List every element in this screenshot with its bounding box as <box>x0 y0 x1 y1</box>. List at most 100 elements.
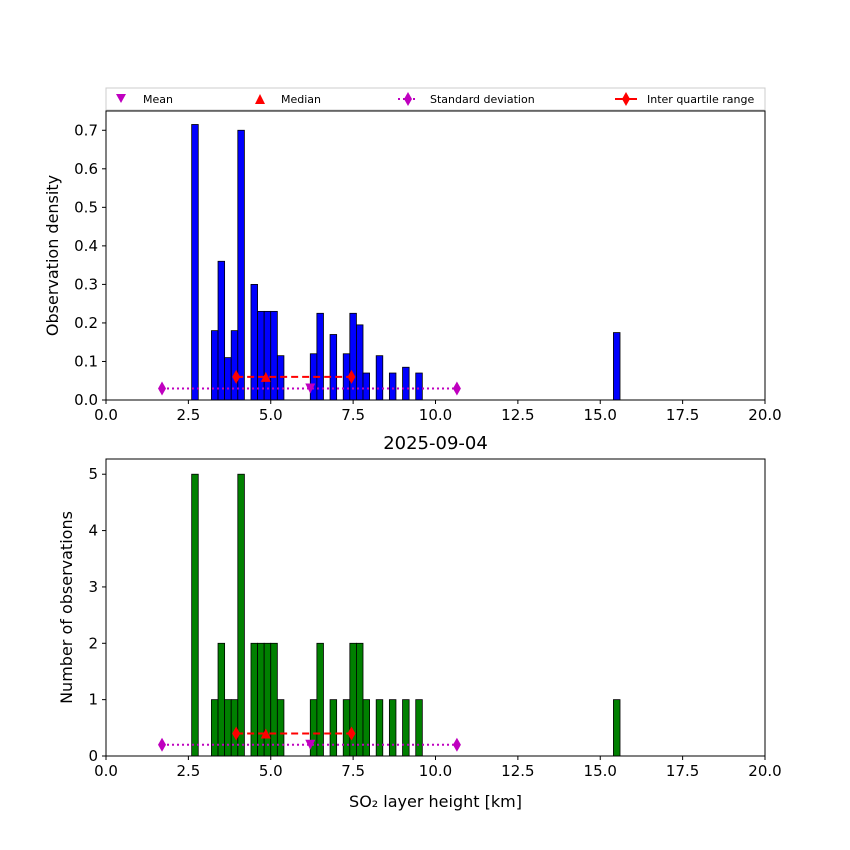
histogram-bar <box>191 473 199 757</box>
histogram-bar <box>362 699 371 757</box>
histogram-bar <box>237 129 245 401</box>
legend-sd-marker <box>404 92 412 106</box>
x-tick-label: 10.0 <box>419 762 452 780</box>
x-tick-label: 17.5 <box>666 762 699 780</box>
histogram-bar <box>270 642 278 757</box>
iqr-marker <box>347 369 356 384</box>
histogram-bar <box>230 330 239 401</box>
histogram-bar <box>329 334 338 401</box>
histogram-bar <box>316 312 324 401</box>
legend-iqr-marker <box>622 92 630 106</box>
histogram-bar <box>257 310 265 401</box>
y-tick-label: 0 <box>88 747 98 765</box>
sd-marker <box>452 737 461 752</box>
histogram-bar <box>342 699 351 757</box>
x-tick-label: 20.0 <box>748 406 781 424</box>
histogram-bar <box>356 642 364 757</box>
x-tick-label: 2.5 <box>176 406 200 424</box>
histogram-bar <box>224 357 232 401</box>
sd-marker <box>158 737 167 752</box>
legend-median-marker <box>255 94 265 104</box>
histogram-bar <box>270 310 278 401</box>
iqr-marker <box>347 726 356 741</box>
y-tick-label: 0.2 <box>74 314 98 332</box>
x-tick-label: 15.0 <box>584 762 617 780</box>
legend-mean: Mean <box>143 93 173 106</box>
y-axis-label: Number of observations <box>57 511 76 704</box>
histogram-bar <box>388 372 397 401</box>
axes-frame <box>105 110 766 401</box>
y-tick-label: 5 <box>88 465 98 483</box>
chart-title: 2025-09-04 <box>383 433 488 454</box>
iqr-marker <box>232 726 241 741</box>
y-tick-label: 2 <box>88 634 98 652</box>
y-tick-label: 0.6 <box>74 160 98 178</box>
histogram-bar <box>329 699 338 757</box>
median-marker <box>260 728 271 739</box>
histogram-bar <box>362 372 371 401</box>
histogram-bar <box>613 332 621 401</box>
histogram-bar <box>388 699 397 757</box>
histogram-bar <box>263 642 272 757</box>
histogram-bar <box>217 260 226 401</box>
histogram-bar <box>349 312 357 401</box>
x-tick-label: 12.5 <box>501 762 534 780</box>
sd-marker <box>452 381 461 396</box>
x-tick-label: 7.5 <box>341 762 365 780</box>
histogram-bar <box>276 699 285 757</box>
histogram-bar <box>217 642 226 757</box>
x-tick-label: 17.5 <box>666 406 699 424</box>
histogram-bar <box>375 355 384 401</box>
histogram-bar <box>250 283 258 401</box>
y-tick-label: 0.0 <box>74 391 98 409</box>
x-tick-label: 12.5 <box>501 406 534 424</box>
x-axis-label: SO₂ layer height [km] <box>349 792 522 811</box>
histogram-bar <box>402 366 410 401</box>
histogram-bar <box>237 473 245 757</box>
legend-median: Median <box>281 93 321 106</box>
histogram-bar <box>316 642 324 757</box>
y-tick-label: 3 <box>88 578 98 596</box>
sd-marker <box>158 381 167 396</box>
histogram-bar <box>613 699 621 757</box>
iqr-marker <box>232 369 241 384</box>
legend-mean-marker <box>116 94 126 103</box>
x-tick-label: 7.5 <box>341 406 365 424</box>
histogram-bar <box>191 124 199 401</box>
mean-marker <box>305 383 316 394</box>
histogram-bar <box>211 699 219 757</box>
density-axes: 0.0 2.5 5.0 7.5 10.0 12.5 15.0 17.5 20.0 0.0 0.1 0.… <box>43 110 782 424</box>
x-tick-label: 10.0 <box>419 406 452 424</box>
histogram-bar <box>250 642 258 757</box>
histogram-bar <box>402 699 410 757</box>
legend-iqr: Inter quartile range <box>647 93 754 106</box>
y-tick-label: 0.3 <box>74 275 98 293</box>
median-marker <box>260 371 271 382</box>
legend: Mean Median Standard deviation Inter qua… <box>105 87 766 111</box>
x-tick-label: 5.0 <box>259 762 283 780</box>
count-axes: 0.0 2.5 5.0 7.5 10.0 12.5 15.0 17.5 20.0 0 1 2 3 4 5 20… <box>57 433 782 811</box>
y-tick-label: 0.4 <box>74 237 98 255</box>
histogram-bar <box>211 330 219 401</box>
axes-frame <box>105 458 766 757</box>
y-tick-label: 0.1 <box>74 352 98 370</box>
histogram-bar <box>224 699 232 757</box>
x-tick-label: 5.0 <box>259 406 283 424</box>
legend-sd: Standard deviation <box>430 93 535 106</box>
histogram-bar <box>415 699 423 757</box>
x-tick-label: 0.0 <box>94 406 118 424</box>
x-tick-label: 15.0 <box>584 406 617 424</box>
x-tick-label: 2.5 <box>176 762 200 780</box>
x-tick-label: 20.0 <box>748 762 781 780</box>
histogram-bar <box>375 699 384 757</box>
y-tick-label: 0.5 <box>74 198 98 216</box>
histogram-bar <box>263 310 272 401</box>
y-tick-label: 0.7 <box>74 121 98 139</box>
histogram-bar <box>415 372 423 401</box>
y-tick-label: 1 <box>88 691 98 709</box>
mean-marker <box>305 739 316 750</box>
y-tick-label: 4 <box>88 522 98 540</box>
y-axis-label: Observation density <box>43 175 62 336</box>
histogram-bar <box>257 642 265 757</box>
